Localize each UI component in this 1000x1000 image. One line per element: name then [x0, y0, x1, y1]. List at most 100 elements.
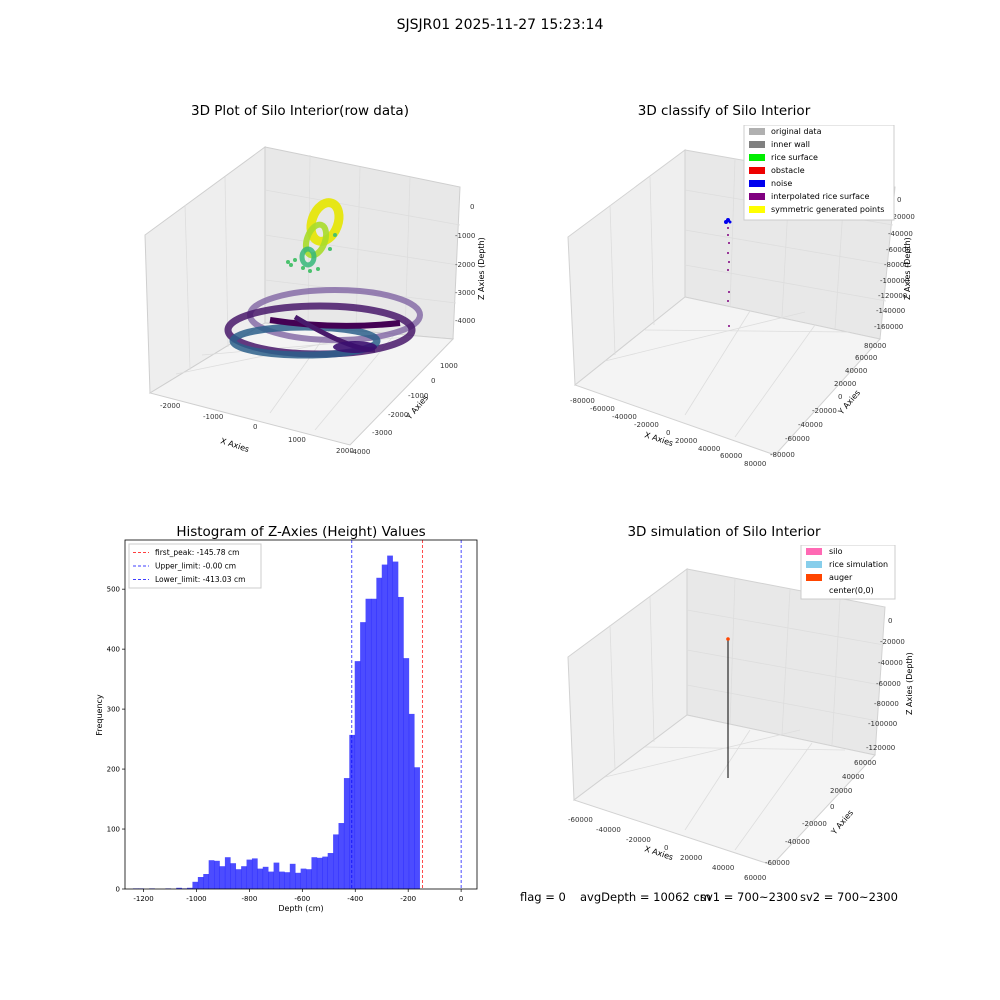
- histogram-bar: [214, 860, 220, 889]
- histogram-bar: [235, 869, 242, 889]
- classify-z-label: Z Axies (Depth): [903, 237, 912, 300]
- flag-text: flag = 0: [520, 890, 566, 904]
- legend-rice-surface: rice surface: [771, 153, 818, 162]
- x-tick-label: -800: [241, 895, 257, 903]
- legend-symmetric-generated-points: symmetric generated points: [771, 205, 884, 214]
- histogram-bar: [360, 622, 366, 889]
- legend-entry: first_peak: -145.78 cm: [155, 548, 239, 557]
- legend-interpolated-rice-surface: interpolated rice surface: [771, 192, 869, 201]
- svg-text:-1000: -1000: [408, 392, 428, 400]
- svg-text:-3000: -3000: [455, 289, 475, 297]
- classify-y-ticks: -80000 -60000 -40000 -20000 0 20000 4000…: [770, 342, 886, 459]
- histogram-x-label: Depth (cm): [278, 904, 323, 913]
- histogram-bar: [349, 734, 356, 889]
- raw-plot-title: 3D Plot of Silo Interior(row data): [191, 103, 409, 119]
- svg-text:0: 0: [888, 617, 892, 625]
- svg-text:-20000: -20000: [634, 421, 659, 429]
- histogram-bar: [289, 863, 296, 889]
- histogram-y-label: Frequency: [95, 694, 104, 736]
- simulation-x-ticks: -60000 -40000 -20000 0 20000 40000 60000: [568, 816, 766, 882]
- histogram-x-ticks: -1200 -1000 -800 -600 -400 -200 0: [133, 889, 463, 903]
- histogram-bar: [203, 874, 209, 889]
- x-tick-label: -1200: [133, 895, 153, 903]
- svg-text:60000: 60000: [744, 874, 766, 882]
- svg-text:60000: 60000: [855, 354, 877, 362]
- simulation-z-label: Z Axies (Depth): [905, 652, 914, 715]
- legend-noise: noise: [771, 179, 792, 188]
- legend-entry: Lower_limit: -413.03 cm: [155, 575, 245, 584]
- svg-text:-100000: -100000: [868, 720, 897, 728]
- sv2-text: sv2 = 700~2300: [800, 890, 898, 904]
- legend-inner-wall: inner wall: [771, 140, 810, 149]
- histogram-bar: [311, 857, 318, 889]
- histogram-bar: [273, 862, 280, 889]
- legend-center: center(0,0): [829, 586, 874, 595]
- legend-original-data: original data: [771, 127, 822, 136]
- histogram-bar: [333, 834, 339, 889]
- histogram-bar: [187, 887, 193, 889]
- raw-x-label: X Axies: [219, 436, 250, 454]
- histogram-bar: [208, 860, 215, 889]
- histogram-bar: [398, 596, 404, 889]
- svg-text:40000: 40000: [698, 445, 720, 453]
- y-tick-label: 200: [107, 766, 120, 774]
- y-tick-label: 500: [107, 586, 120, 594]
- histogram-bar: [192, 881, 199, 889]
- svg-text:1000: 1000: [288, 436, 306, 444]
- svg-text:20000: 20000: [675, 437, 697, 445]
- svg-text:-2000: -2000: [455, 261, 475, 269]
- svg-text:80000: 80000: [864, 342, 886, 350]
- x-tick-label: -1000: [186, 895, 206, 903]
- svg-text:-4000: -4000: [350, 448, 370, 456]
- histogram-bar: [300, 868, 307, 889]
- svg-text:-60000: -60000: [886, 246, 911, 254]
- histogram-bar: [306, 869, 312, 889]
- svg-text:20000: 20000: [834, 380, 856, 388]
- histogram-y-ticks: 0 100 200 300 400 500: [107, 586, 125, 894]
- y-tick-label: 100: [107, 826, 120, 834]
- histogram-reference-lines: [351, 540, 462, 889]
- legend-box: [128, 543, 262, 589]
- svg-text:0: 0: [838, 393, 842, 401]
- classify-x-ticks: -80000 -60000 -40000 -20000 0 20000 4000…: [570, 397, 766, 468]
- center-marker: [726, 637, 730, 641]
- raw-3d-plot: -2000 -1000 0 1000 2000 X Axies -4000 -3…: [144, 146, 486, 456]
- svg-text:-60000: -60000: [765, 859, 790, 867]
- histogram-bar: [219, 866, 226, 889]
- histogram-bar: [414, 767, 420, 889]
- histogram-bar: [224, 857, 231, 889]
- histogram-bar: [370, 598, 377, 889]
- svg-text:-40000: -40000: [612, 413, 637, 421]
- legend-entry: Upper_limit: -0.00 cm: [155, 562, 236, 571]
- histogram-bar: [403, 658, 410, 889]
- svg-text:0: 0: [897, 196, 901, 204]
- histogram-bar: [354, 661, 361, 889]
- svg-text:-80000: -80000: [570, 397, 595, 405]
- histogram-title: Histogram of Z-Axies (Height) Values: [176, 524, 426, 540]
- svg-text:80000: 80000: [744, 460, 766, 468]
- raw-z-ticks: 0 -1000 -2000 -3000 -4000: [455, 203, 475, 325]
- y-tick-label: 0: [116, 886, 120, 894]
- svg-text:2000: 2000: [336, 447, 354, 455]
- histogram-bar: [279, 871, 285, 889]
- svg-text:-1000: -1000: [203, 413, 223, 421]
- histogram-bar: [392, 561, 399, 889]
- histogram-bar: [295, 872, 301, 889]
- svg-text:60000: 60000: [720, 452, 742, 460]
- classify-plot-title: 3D classify of Silo Interior: [637, 103, 811, 119]
- simulation-y-label: Y Axies: [829, 808, 855, 837]
- histogram-bars: [132, 555, 420, 889]
- histogram-bar: [246, 859, 253, 889]
- classify-z-ticks: 0 -20000 -40000 -60000 -80000 -100000 -1…: [874, 196, 915, 331]
- svg-text:-40000: -40000: [785, 838, 810, 846]
- svg-text:-80000: -80000: [874, 700, 899, 708]
- svg-text:60000: 60000: [854, 759, 876, 767]
- svg-text:-20000: -20000: [802, 820, 827, 828]
- svg-text:0: 0: [666, 429, 670, 437]
- svg-text:40000: 40000: [712, 864, 734, 872]
- histogram-bar: [381, 564, 388, 889]
- svg-text:-2000: -2000: [388, 411, 408, 419]
- histogram-chart: -1200 -1000 -800 -600 -400 -200 0 0 100 200 300 40…: [95, 539, 478, 913]
- svg-text:-4000: -4000: [455, 317, 475, 325]
- histogram-bar: [408, 713, 415, 889]
